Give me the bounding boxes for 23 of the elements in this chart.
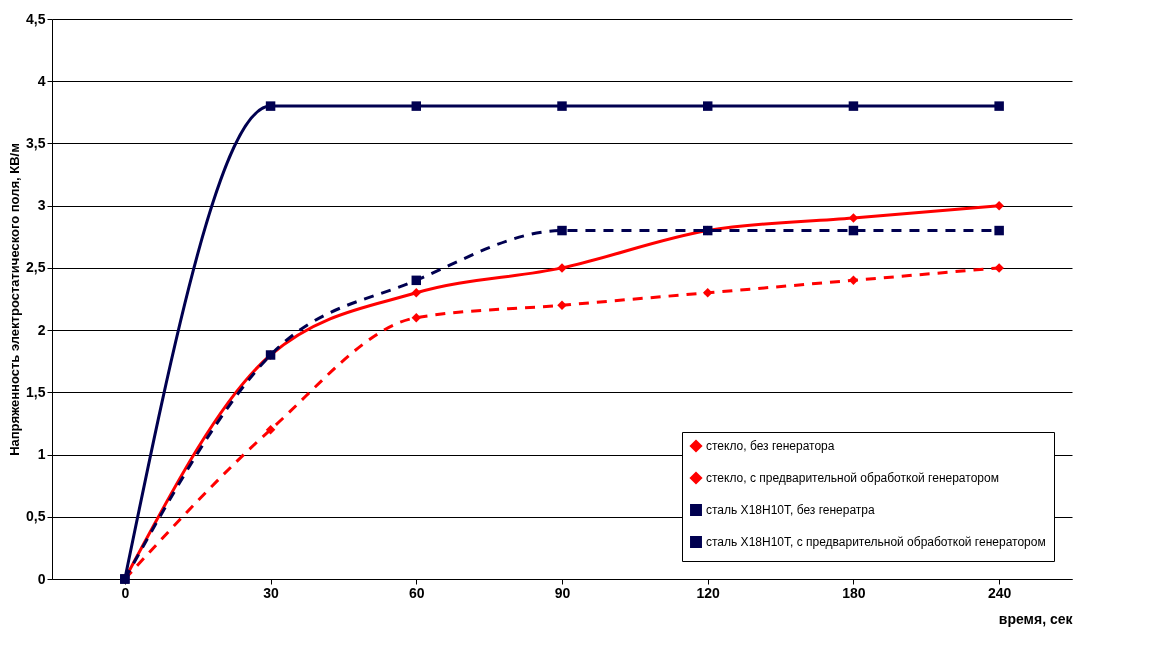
legend-label: стекло, с предварительной обработкой генератором bbox=[706, 471, 999, 485]
y-tick-label: 4 bbox=[37, 72, 46, 89]
x-tick-label: 30 bbox=[263, 584, 280, 601]
x-tick-label: 60 bbox=[409, 584, 425, 601]
x-axis-title: время, сек bbox=[998, 610, 1074, 627]
y-tick-label: 0,5 bbox=[26, 508, 46, 525]
y-tick-label: 1,5 bbox=[26, 383, 46, 400]
x-tick-label: 120 bbox=[696, 584, 721, 601]
x-tick-label: 0 bbox=[121, 584, 130, 601]
y-tick-label: 2 bbox=[37, 321, 46, 338]
x-tick-label: 180 bbox=[842, 584, 866, 601]
y-tick-label: 1 bbox=[37, 446, 46, 463]
y-tick-label: 2,5 bbox=[26, 259, 46, 276]
legend-label: стекло, без генератора bbox=[706, 439, 835, 453]
x-tick-label: 90 bbox=[554, 584, 571, 601]
x-tick-label: 240 bbox=[987, 584, 1012, 601]
y-tick-label: 0 bbox=[37, 570, 46, 587]
legend-label: сталь Х18Н10Т, без генератра bbox=[706, 503, 875, 517]
y-tick-label: 3,5 bbox=[26, 134, 46, 151]
y-tick-label: 4,5 bbox=[26, 10, 46, 27]
y-tick-label: 3 bbox=[37, 197, 46, 214]
y-axis-title: Напряженность электростатического поля, КВ/м bbox=[7, 143, 23, 456]
legend-label: сталь Х18Н10Т, с предварительной обработкой генератором bbox=[706, 535, 1046, 549]
